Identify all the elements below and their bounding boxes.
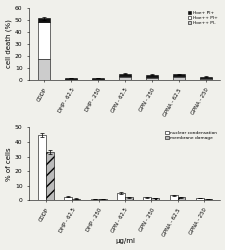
- Bar: [199, 77, 211, 78]
- Bar: [124, 198, 132, 200]
- Bar: [172, 76, 184, 78]
- Bar: [90, 199, 98, 200]
- Bar: [151, 198, 158, 200]
- Bar: [92, 78, 104, 79]
- Bar: [72, 198, 80, 200]
- Bar: [92, 79, 104, 80]
- Bar: [46, 152, 54, 200]
- Bar: [195, 198, 203, 200]
- Y-axis label: cell death (%): cell death (%): [6, 20, 12, 68]
- Bar: [65, 78, 77, 79]
- Bar: [118, 76, 130, 77]
- Bar: [38, 135, 46, 200]
- Legend: Hoe+ PI+, Hoe++ PI+, Hoe++ PI-: Hoe+ PI+, Hoe++ PI+, Hoe++ PI-: [186, 10, 217, 26]
- Bar: [64, 197, 72, 200]
- Bar: [145, 75, 157, 77]
- Bar: [118, 74, 130, 76]
- Bar: [117, 193, 124, 200]
- Bar: [172, 78, 184, 80]
- Bar: [177, 198, 185, 200]
- Bar: [145, 77, 157, 78]
- Bar: [145, 78, 157, 80]
- Bar: [65, 79, 77, 80]
- Bar: [38, 18, 50, 22]
- Legend: nuclear condensation, membrane damage: nuclear condensation, membrane damage: [164, 130, 217, 140]
- Bar: [38, 58, 50, 80]
- Bar: [98, 199, 106, 200]
- Bar: [143, 198, 151, 200]
- Bar: [169, 195, 177, 200]
- Bar: [38, 22, 50, 59]
- Bar: [199, 78, 211, 80]
- Y-axis label: % of cells: % of cells: [6, 147, 12, 181]
- Bar: [172, 74, 184, 76]
- Bar: [203, 199, 211, 200]
- Bar: [118, 77, 130, 80]
- X-axis label: μg/ml: μg/ml: [115, 238, 134, 244]
